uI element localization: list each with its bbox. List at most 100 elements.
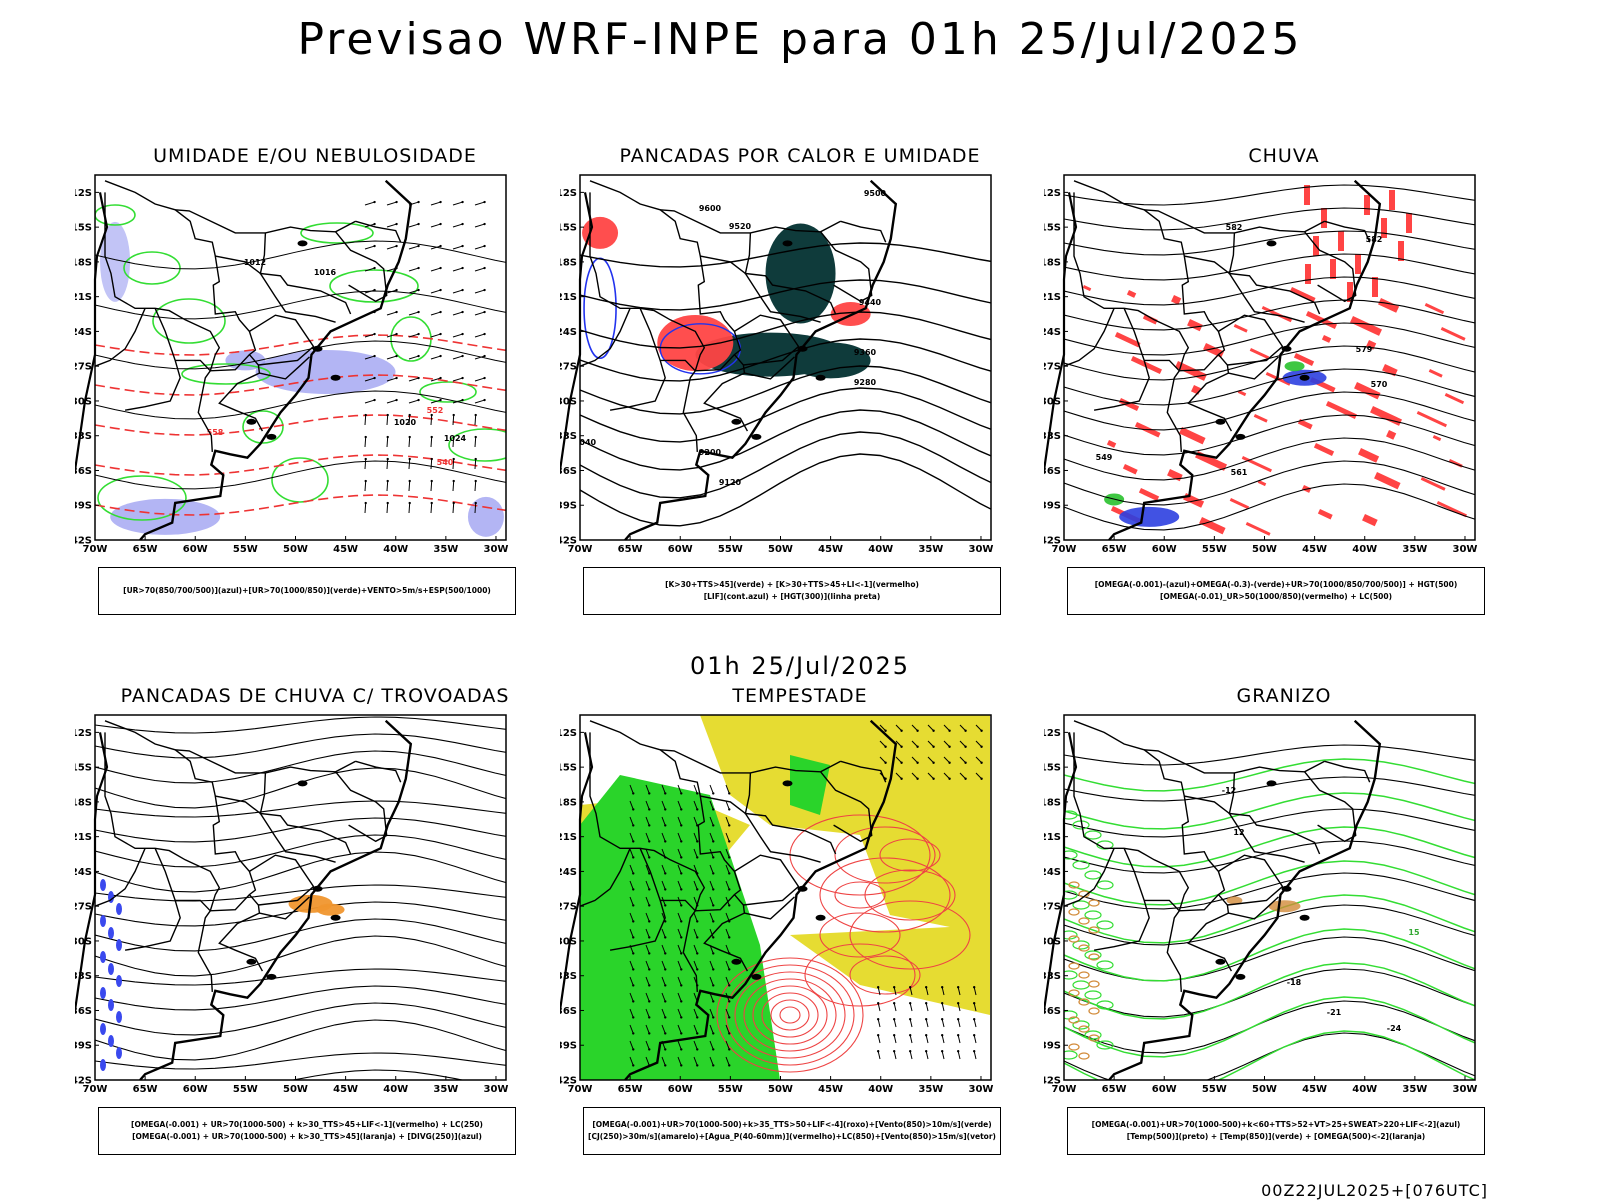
wind-vector (677, 848, 682, 858)
streamline-850 (770, 999, 810, 1031)
wind-vector (911, 772, 918, 780)
wind-vector-head (712, 840, 715, 843)
divergence-blue-area (108, 999, 114, 1011)
wind-vector (386, 458, 389, 470)
rain-red-area (1338, 231, 1344, 251)
lake (782, 780, 793, 787)
wind-vector-head (430, 479, 433, 483)
wind-vector-head (712, 984, 715, 987)
wind-vector (693, 944, 698, 954)
wind-vector (430, 355, 441, 360)
wind-vector (709, 912, 714, 922)
wind-vector-head (373, 332, 376, 336)
contour-label: 12 (1233, 828, 1244, 837)
rain-red-area (1372, 277, 1378, 297)
rain-red-area (1305, 264, 1311, 284)
wind-vector (386, 289, 397, 294)
country-state-border (259, 356, 310, 380)
humidity-green-contour (181, 363, 271, 385)
wind-vector (364, 458, 367, 470)
wind-vector-head (648, 1032, 651, 1035)
legend-line: [OMEGA(-0.001)-(azul)+OMEGA(-0.3)-(verde… (1094, 580, 1458, 589)
temperature-850-contour (1072, 1020, 1090, 1030)
wind-vector-head (395, 398, 398, 402)
wind-vector-head (632, 872, 635, 875)
wind-vector-head (483, 310, 486, 314)
map-chuva: 58257957058256154912S15S18S21S24S27S30S3… (1044, 174, 1477, 555)
wind-vector (943, 740, 950, 748)
wind-vector-head (664, 1064, 667, 1067)
wind-vector-head (728, 856, 731, 859)
wind-vector (877, 1019, 881, 1028)
wind-vector-head (728, 888, 731, 891)
wind-vector-head (632, 1016, 635, 1019)
wind-vector-head (712, 1032, 715, 1035)
longitude-tick-label: 60W (668, 1084, 693, 1095)
streamline-850 (864, 869, 956, 921)
country-state-border (215, 255, 336, 323)
contour-label: 1016 (314, 268, 337, 277)
wind-vector-head (916, 761, 919, 764)
latitude-tick-label: 21S (560, 292, 577, 303)
wind-vector-head (461, 376, 464, 380)
wind-vector-head (439, 332, 442, 336)
rain-red-area (1253, 414, 1268, 423)
wind-vector-head (972, 1002, 976, 1005)
latitude-tick-label: 42S (1044, 1076, 1061, 1087)
country-state-border (1184, 255, 1305, 323)
wind-vector (430, 414, 433, 426)
wind-vector-head (696, 968, 699, 971)
contour-label: 9360 (854, 348, 877, 357)
wind-vector-head (664, 872, 667, 875)
longitude-tick-label: 60W (668, 544, 693, 555)
latitude-tick-label: 33S (560, 971, 577, 982)
wind-vector (452, 414, 455, 426)
wind-vector (927, 740, 934, 748)
wind-vector-head (980, 777, 983, 780)
panel-tempestade: TEMPESTADE 12S 15S 18S 21S 24S 27S 30S 33S 36S 39… (560, 685, 1040, 1175)
wind-vector (693, 800, 698, 810)
wind-vector-head (728, 1016, 731, 1019)
wind-vector-head (728, 968, 731, 971)
wind-vector (709, 1040, 714, 1050)
wind-vector (879, 756, 886, 764)
wind-vector-head (461, 354, 464, 358)
wind-vector (895, 756, 902, 764)
country-state-border (1228, 896, 1279, 920)
map-frame: 12S 15S 18S 21S 24S 27S 30S 33S 36S 39S 42S70W 65W 6… (560, 174, 993, 555)
wind-vector-head (956, 1002, 960, 1005)
wind-vector (725, 848, 730, 858)
longitude-tick-label: 30W (1452, 1084, 1477, 1095)
divergence-blue-area (100, 1023, 106, 1035)
contour-label: 1020 (394, 418, 417, 427)
wind-vector (895, 724, 902, 732)
country-state-border (1093, 308, 1150, 411)
contour-label: 9440 (859, 298, 882, 307)
wind-vector-head (680, 1000, 683, 1003)
wind-vector (693, 928, 698, 938)
wind-850-green-area (790, 755, 830, 815)
wind-vector-head (632, 888, 635, 891)
humidity-green-contour (97, 475, 187, 521)
legend-line: [OMEGA(-0.001)+UR>70(1000-500)+k>35_TTS>… (592, 1120, 992, 1129)
height-500-streamline (1064, 276, 1475, 306)
legend-line: [LIF](cont.azul) + [HGT(300)](linha pret… (703, 592, 881, 601)
wind-vector (909, 987, 913, 996)
wind-vector (973, 1019, 977, 1028)
rain-red-area (1293, 353, 1315, 366)
country-state-border (259, 772, 352, 855)
forecast-time-title: 01h 25/Jul/2025 (689, 652, 911, 680)
wind-vector-head (664, 840, 667, 843)
wind-vector (364, 333, 375, 338)
wind-vector-head (461, 266, 464, 270)
lake (297, 780, 308, 787)
latitude-tick-label: 27S (75, 902, 92, 913)
wind-vector-head (364, 457, 367, 461)
panel-title: PANCADAS DE CHUVA C/ TROVOADAS (120, 685, 510, 707)
wind-vector-head (876, 986, 880, 989)
latitude-tick-label: 33S (1044, 431, 1061, 442)
longitude-tick-label: 70W (1052, 544, 1077, 555)
wind-vector (661, 944, 666, 954)
streamline-250 (95, 834, 506, 868)
latitude-tick-label: 27S (560, 362, 577, 373)
